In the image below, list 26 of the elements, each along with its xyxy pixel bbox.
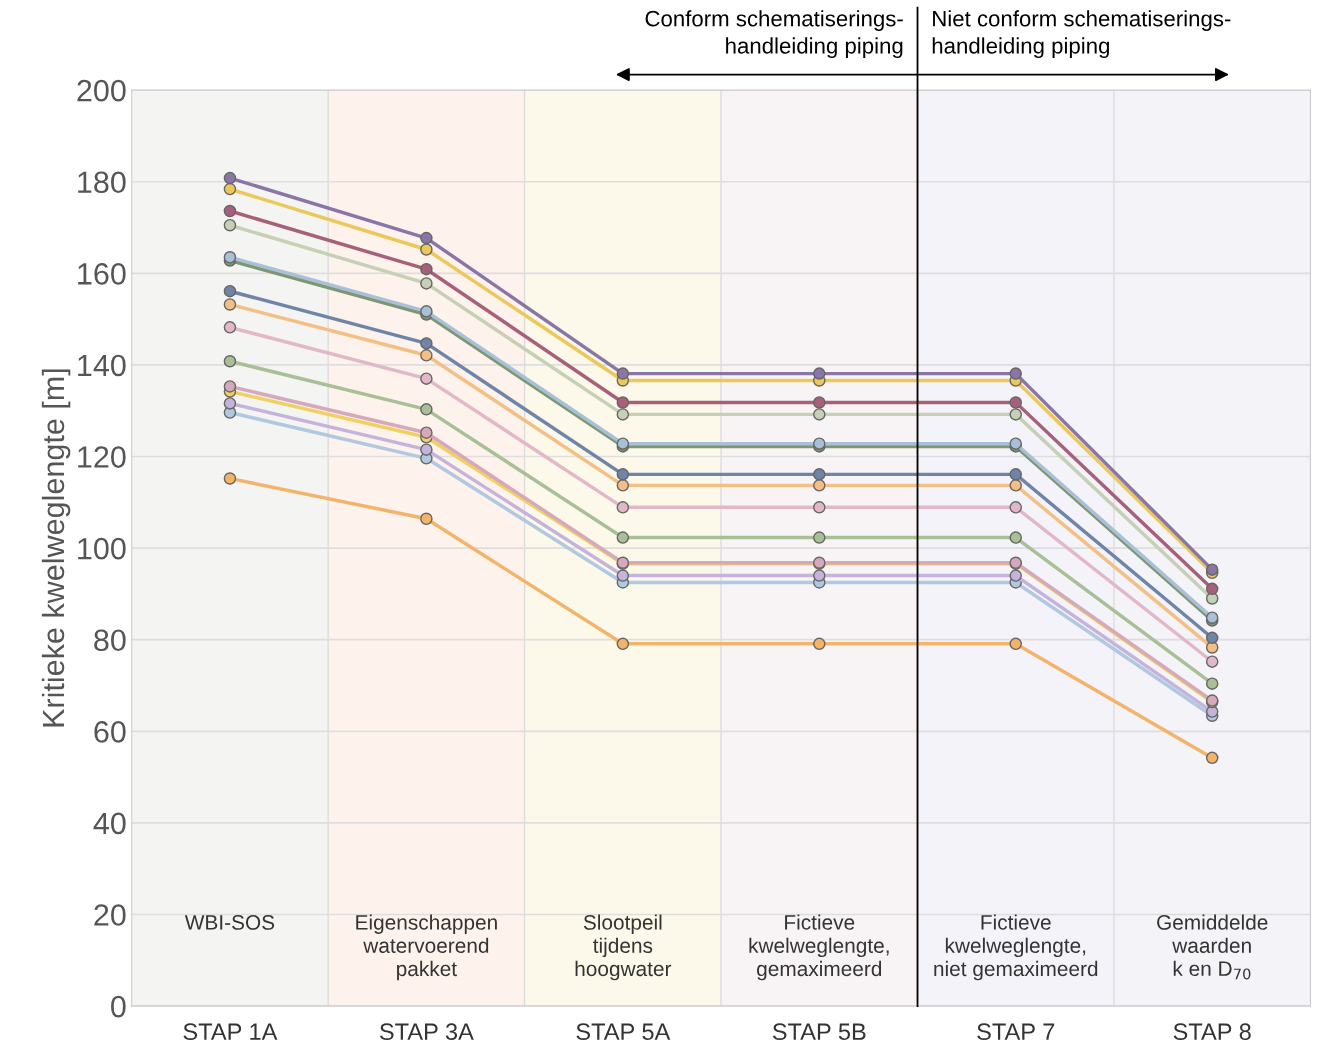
x-tick-label: STAP 8	[1173, 1023, 1251, 1041]
y-tick-label: 20	[94, 904, 126, 926]
x-tick-label: STAP 5A	[576, 1023, 671, 1041]
x-tick-label: STAP 3A	[379, 1023, 474, 1041]
y-tick-label: 140	[78, 354, 126, 377]
text: Niet conform schematiserings- handleiding piping	[932, 10, 1231, 59]
y-tick-label: 100	[78, 537, 126, 560]
annotation: Gemiddelde waarden k en D$_{70}$	[1157, 914, 1268, 980]
x-tick-label: STAP 7	[977, 1023, 1055, 1041]
annotation: Fictieve kwelweglengte, niet gemaximeerd	[934, 914, 1098, 981]
y-tick-label: 80	[94, 629, 126, 652]
annotation: Eigenschappen watervoerend pakket	[356, 914, 497, 981]
y-tick-label: 40	[93, 812, 126, 835]
annotation: Fictieve kwelweglengte, gemaximeerd	[749, 914, 889, 981]
y-tick-label: 160	[78, 263, 126, 285]
y-tick-label: 60	[94, 721, 126, 743]
y-tick-label: 200	[77, 79, 126, 102]
y-tick-label: 180	[78, 171, 126, 194]
annotation: WBI-SOS	[184, 915, 275, 930]
x-tick-label: STAP 5B	[772, 1023, 866, 1041]
y-tick-label: 0	[111, 995, 126, 1018]
x-tick-label: STAP 1A	[183, 1023, 278, 1041]
annotation: Slootpeil tijdens hoogwater	[575, 914, 672, 981]
y-axis-title: Kritieke kwelweglengte [m]	[41, 369, 71, 727]
text: Conform schematiserings- handleiding piping	[645, 10, 903, 59]
y-tick-label: 120	[78, 446, 126, 468]
